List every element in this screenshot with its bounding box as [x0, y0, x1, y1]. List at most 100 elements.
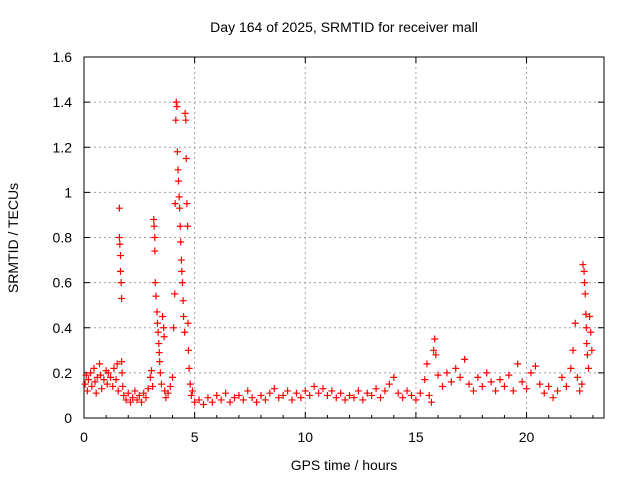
data-point	[187, 391, 195, 399]
y-axis-label: SRMTID / TECUs	[5, 183, 21, 293]
y-tick-label: 0.6	[53, 275, 73, 291]
data-point	[586, 312, 594, 320]
data-point	[173, 103, 181, 111]
data-point	[177, 238, 185, 246]
data-point	[487, 378, 495, 386]
data-point	[222, 389, 230, 397]
data-point	[377, 394, 385, 402]
y-tick-label: 1.6	[53, 49, 73, 65]
data-point	[270, 385, 278, 393]
data-point	[177, 256, 185, 264]
data-point	[531, 362, 539, 370]
data-point	[323, 391, 331, 399]
data-point	[350, 394, 358, 402]
data-point	[319, 385, 327, 393]
data-point	[452, 364, 460, 372]
data-point	[185, 364, 193, 372]
data-point	[431, 335, 439, 343]
y-tick-label: 0.8	[53, 230, 73, 246]
data-point	[129, 394, 137, 402]
data-point	[117, 252, 125, 260]
x-tick-label: 5	[191, 429, 199, 445]
data-points	[81, 98, 596, 408]
data-point	[113, 360, 121, 368]
y-tick-label: 0.4	[53, 320, 73, 336]
data-point	[213, 391, 221, 399]
y-tick-label: 1.4	[53, 94, 73, 110]
data-point	[109, 382, 117, 390]
data-point	[133, 396, 141, 404]
data-point	[97, 371, 105, 379]
x-tick-label: 10	[297, 429, 313, 445]
data-point	[116, 240, 124, 248]
data-point	[527, 369, 535, 377]
data-point	[126, 398, 134, 406]
data-point	[297, 394, 305, 402]
data-point	[332, 394, 340, 402]
data-point	[151, 247, 159, 255]
data-point	[153, 319, 161, 327]
data-point	[587, 328, 595, 336]
data-point	[372, 385, 380, 393]
axis-ticks: 0 0.2 0.4 0.6 0.8 1 1.2 1.4 1.6 0 5 10 15 20	[53, 49, 604, 445]
data-point	[172, 116, 180, 124]
data-point	[583, 351, 591, 359]
data-point	[146, 373, 154, 381]
data-point	[199, 400, 207, 408]
data-point	[118, 369, 126, 377]
data-point	[140, 389, 148, 397]
data-point	[179, 297, 187, 305]
data-point	[150, 215, 158, 223]
data-point	[474, 373, 482, 381]
data-point	[363, 389, 371, 397]
data-point	[346, 391, 354, 399]
data-point	[425, 391, 433, 399]
data-point	[266, 389, 274, 397]
data-point	[91, 378, 99, 386]
data-point	[580, 267, 588, 275]
data-point	[83, 387, 91, 395]
data-point	[581, 279, 589, 287]
data-point	[170, 324, 178, 332]
data-point	[310, 382, 318, 390]
grid	[84, 57, 604, 418]
data-point	[98, 385, 106, 393]
data-point	[582, 310, 590, 318]
data-point	[562, 382, 570, 390]
data-point	[423, 360, 431, 368]
data-point	[558, 373, 566, 381]
data-point	[545, 382, 553, 390]
data-point	[184, 222, 192, 230]
data-point	[341, 396, 349, 404]
data-point	[403, 387, 411, 395]
data-point	[172, 98, 180, 106]
data-point	[142, 394, 150, 402]
data-point	[122, 396, 130, 404]
data-point	[107, 373, 115, 381]
data-point	[359, 396, 367, 404]
data-point	[509, 387, 517, 395]
data-point	[505, 371, 513, 379]
data-point	[540, 389, 548, 397]
data-point	[447, 378, 455, 386]
data-point	[573, 373, 581, 381]
data-point	[153, 308, 161, 316]
data-point	[399, 394, 407, 402]
data-point	[151, 234, 159, 241]
data-point	[337, 389, 345, 397]
data-point	[554, 387, 562, 395]
data-point	[124, 389, 132, 397]
data-point	[585, 364, 593, 372]
data-point	[135, 391, 143, 399]
data-point	[186, 380, 194, 388]
data-point	[159, 312, 167, 320]
data-point	[427, 398, 435, 406]
data-point	[581, 290, 589, 298]
data-point	[160, 333, 168, 341]
data-point	[456, 373, 464, 381]
data-point	[183, 200, 191, 208]
data-point	[181, 109, 189, 117]
y-tick-label: 0	[64, 410, 72, 426]
data-point	[279, 391, 287, 399]
